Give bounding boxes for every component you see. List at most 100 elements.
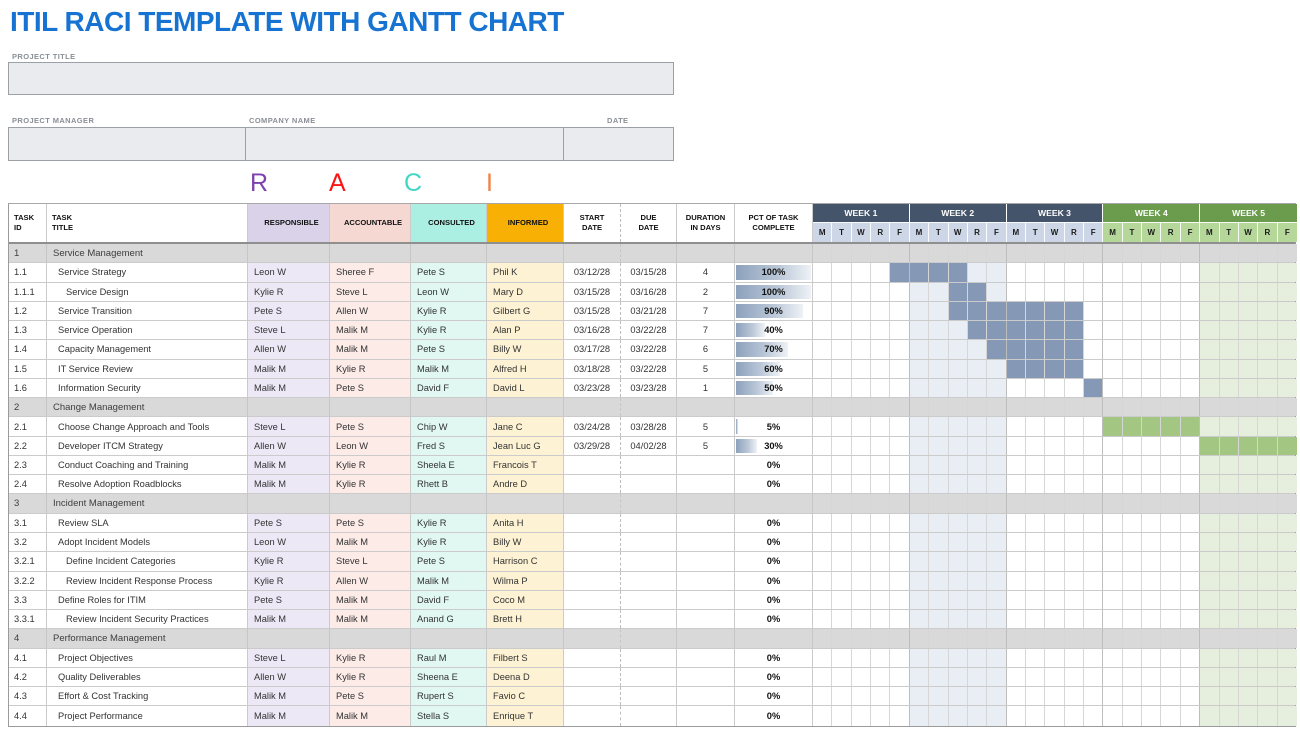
- cell-start-date[interactable]: 03/15/28: [564, 301, 621, 321]
- gantt-cell[interactable]: [890, 648, 910, 667]
- cell-duration[interactable]: 4: [677, 263, 735, 282]
- gantt-cell[interactable]: [987, 571, 1007, 590]
- gantt-cell[interactable]: [1025, 667, 1046, 687]
- gantt-cell[interactable]: [1084, 263, 1104, 282]
- gantt-cell[interactable]: [1122, 687, 1143, 706]
- gantt-cell[interactable]: [871, 629, 891, 648]
- gantt-cell[interactable]: [871, 590, 891, 610]
- gantt-cell[interactable]: [967, 359, 988, 378]
- gantt-cell[interactable]: [1258, 340, 1278, 359]
- cell-responsible[interactable]: Pete S: [248, 513, 330, 532]
- cell-task-id[interactable]: 2.1: [9, 417, 47, 436]
- gantt-cell[interactable]: [890, 282, 910, 301]
- gantt-cell[interactable]: [909, 629, 930, 648]
- gantt-cell[interactable]: [1025, 282, 1046, 301]
- gantt-cell[interactable]: [1258, 263, 1278, 282]
- gantt-cell[interactable]: [832, 417, 852, 436]
- gantt-cell[interactable]: [1084, 436, 1104, 455]
- gantt-cell[interactable]: [1103, 629, 1123, 648]
- gantt-cell[interactable]: [832, 321, 852, 340]
- gantt-cell[interactable]: [929, 398, 949, 417]
- gantt-cell[interactable]: [1258, 513, 1278, 532]
- gantt-cell[interactable]: [967, 244, 988, 263]
- cell-consulted[interactable]: Rupert S: [411, 687, 487, 706]
- gantt-cell[interactable]: [890, 513, 910, 532]
- gantt-cell[interactable]: [1238, 687, 1259, 706]
- gantt-cell[interactable]: [1219, 532, 1239, 552]
- gantt-cell[interactable]: [909, 282, 930, 301]
- gantt-cell[interactable]: [832, 629, 852, 648]
- gantt-cell[interactable]: [1084, 552, 1104, 571]
- gantt-cell[interactable]: [1161, 667, 1181, 687]
- cell-due-date[interactable]: [621, 571, 677, 590]
- gantt-cell[interactable]: [987, 244, 1007, 263]
- gantt-cell[interactable]: [1084, 340, 1104, 359]
- gantt-cell[interactable]: [1258, 532, 1278, 552]
- cell-task-id[interactable]: 2.2: [9, 436, 47, 455]
- cell-pct-complete[interactable]: 50%: [735, 378, 813, 398]
- gantt-cell[interactable]: [929, 667, 949, 687]
- gantt-cell[interactable]: [1142, 436, 1162, 455]
- gantt-cell[interactable]: [890, 532, 910, 552]
- gantt-cell[interactable]: [1277, 321, 1297, 340]
- cell-informed[interactable]: Deena D: [487, 667, 564, 687]
- gantt-cell[interactable]: [1025, 398, 1046, 417]
- gantt-cell[interactable]: [851, 244, 872, 263]
- cell-duration[interactable]: [677, 629, 735, 648]
- gantt-cell[interactable]: [909, 648, 930, 667]
- gantt-cell[interactable]: [1103, 687, 1123, 706]
- gantt-cell[interactable]: [1025, 590, 1046, 610]
- gantt-cell[interactable]: [948, 417, 968, 436]
- gantt-cell[interactable]: [929, 590, 949, 610]
- cell-start-date[interactable]: 03/24/28: [564, 417, 621, 436]
- gantt-cell[interactable]: [851, 378, 872, 398]
- gantt-cell[interactable]: [813, 301, 833, 321]
- cell-task-title[interactable]: Review SLA: [47, 513, 248, 532]
- cell-consulted[interactable]: David F: [411, 590, 487, 610]
- gantt-cell[interactable]: [890, 571, 910, 590]
- gantt-cell[interactable]: [1006, 378, 1026, 398]
- gantt-cell[interactable]: [871, 301, 891, 321]
- gantt-cell[interactable]: [1219, 321, 1239, 340]
- gantt-cell[interactable]: [1103, 706, 1123, 726]
- gantt-cell[interactable]: [1142, 301, 1162, 321]
- gantt-cell[interactable]: [851, 667, 872, 687]
- gantt-cell[interactable]: [1064, 610, 1085, 629]
- gantt-cell[interactable]: [1219, 629, 1239, 648]
- cell-accountable[interactable]: [330, 629, 411, 648]
- cell-duration[interactable]: [677, 475, 735, 494]
- gantt-bar-cell[interactable]: [890, 263, 910, 282]
- gantt-cell[interactable]: [1103, 532, 1123, 552]
- gantt-cell[interactable]: [1006, 494, 1026, 513]
- gantt-cell[interactable]: [871, 340, 891, 359]
- cell-duration[interactable]: [677, 610, 735, 629]
- cell-informed[interactable]: Gilbert G: [487, 301, 564, 321]
- gantt-cell[interactable]: [1122, 590, 1143, 610]
- gantt-cell[interactable]: [1103, 436, 1123, 455]
- cell-consulted[interactable]: Malik M: [411, 359, 487, 378]
- gantt-cell[interactable]: [948, 590, 968, 610]
- gantt-cell[interactable]: [1084, 359, 1104, 378]
- cell-consulted[interactable]: [411, 629, 487, 648]
- gantt-cell[interactable]: [871, 475, 891, 494]
- cell-start-date[interactable]: [564, 648, 621, 667]
- cell-task-id[interactable]: 3.2.1: [9, 552, 47, 571]
- gantt-cell[interactable]: [832, 263, 852, 282]
- gantt-cell[interactable]: [1219, 610, 1239, 629]
- cell-duration[interactable]: [677, 244, 735, 263]
- gantt-cell[interactable]: [1084, 494, 1104, 513]
- gantt-cell[interactable]: [1180, 340, 1201, 359]
- cell-duration[interactable]: 2: [677, 282, 735, 301]
- gantt-cell[interactable]: [929, 301, 949, 321]
- cell-responsible[interactable]: Steve L: [248, 417, 330, 436]
- gantt-cell[interactable]: [1084, 706, 1104, 726]
- project-manager-input[interactable]: [8, 127, 246, 161]
- cell-due-date[interactable]: 04/02/28: [621, 436, 677, 455]
- cell-start-date[interactable]: [564, 532, 621, 552]
- gantt-cell[interactable]: [813, 436, 833, 455]
- gantt-cell[interactable]: [813, 321, 833, 340]
- cell-responsible[interactable]: Leon W: [248, 532, 330, 552]
- cell-task-id[interactable]: 3.2.2: [9, 571, 47, 590]
- cell-start-date[interactable]: 03/18/28: [564, 359, 621, 378]
- gantt-cell[interactable]: [1025, 532, 1046, 552]
